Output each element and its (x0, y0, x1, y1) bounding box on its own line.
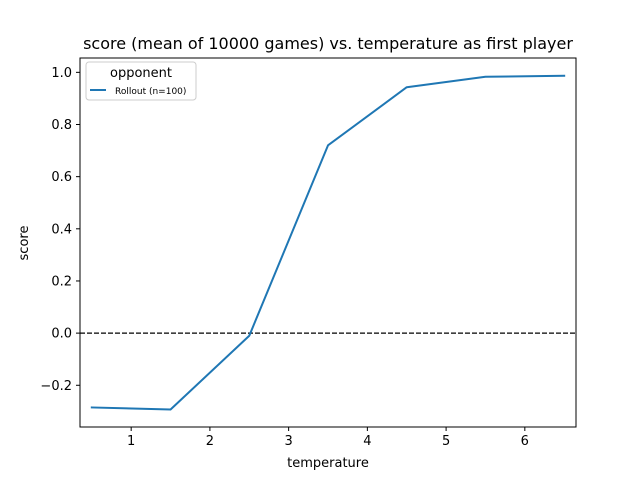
x-tick-label: 2 (206, 434, 214, 449)
x-tick-label: 6 (521, 434, 529, 449)
y-tick-label: −0.2 (40, 379, 72, 394)
series-line-0 (90, 74, 566, 411)
y-tick-label: 0.4 (51, 222, 72, 237)
x-tick-label: 1 (127, 434, 135, 449)
legend: opponent Rollout (n=100) (85, 61, 197, 101)
legend-label-rollout: Rollout (n=100) (115, 87, 186, 97)
y-tick-label: 0.6 (51, 170, 72, 185)
x-axis-label: temperature (287, 456, 369, 471)
x-tick-label: 5 (442, 434, 450, 449)
axes: 1 2 3 4 5 6 −0.2 0.0 0.2 0.4 0.6 0.8 1.0 (40, 57, 577, 449)
y-tick-label: 0.0 (51, 327, 72, 342)
legend-title: opponent (110, 66, 172, 81)
y-tick-label: 0.2 (51, 274, 72, 289)
axes-frame (79, 57, 577, 428)
plot-area (80, 74, 576, 411)
chart-title: score (mean of 10000 games) vs. temperat… (83, 34, 573, 53)
y-tick-label: 1.0 (51, 66, 72, 81)
y-axis-label: score (17, 226, 32, 261)
x-tick-label: 3 (284, 434, 292, 449)
y-tick-label: 0.8 (51, 118, 72, 133)
legend-frame (85, 61, 197, 101)
x-tick-label: 4 (363, 434, 371, 449)
